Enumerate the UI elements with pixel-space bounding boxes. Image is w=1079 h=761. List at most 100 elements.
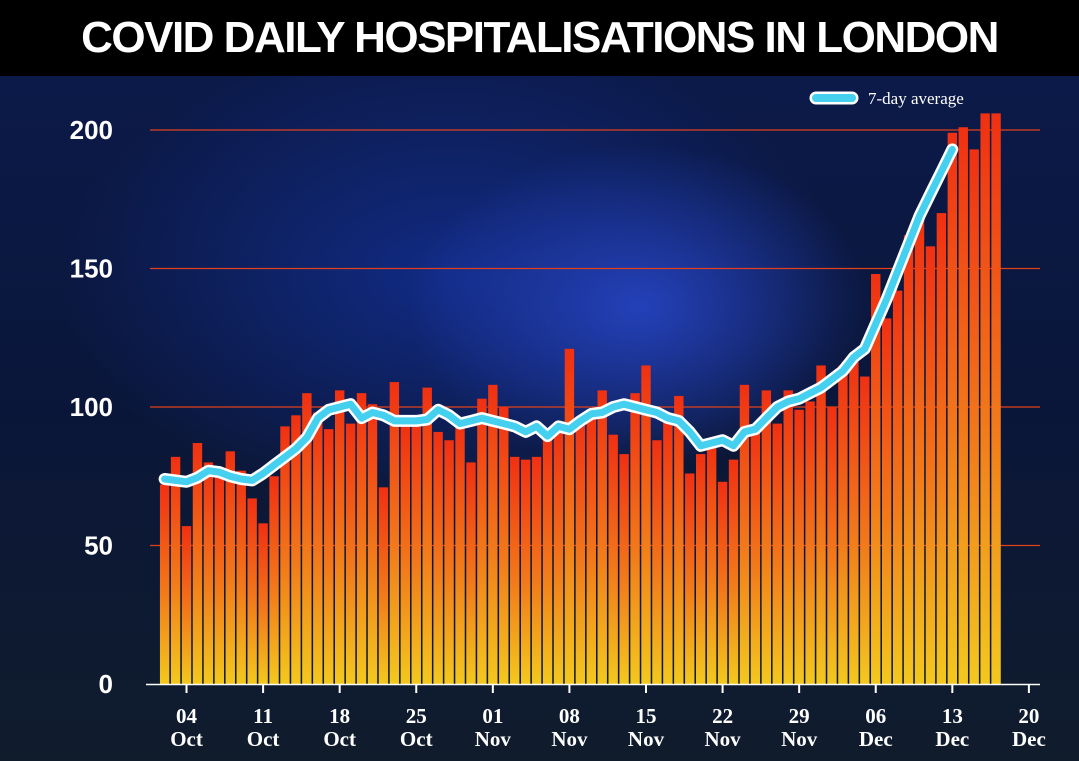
x-tick-month-18-Oct: Oct [323, 727, 356, 751]
x-tick-day-11-Oct: 11 [253, 704, 273, 728]
bar-40 [586, 412, 596, 684]
bar-25 [422, 387, 432, 684]
bar-50 [696, 454, 706, 684]
bar-55 [750, 426, 761, 684]
x-tick-day-20-Dec: 20 [1018, 704, 1039, 728]
bar-3 [181, 526, 192, 684]
x-tick-month-25-Oct: Oct [400, 727, 433, 751]
bar-77 [991, 113, 1001, 684]
bar-13 [291, 415, 301, 684]
bar-20 [367, 404, 378, 684]
bar-35 [531, 456, 542, 684]
bar-56 [761, 390, 772, 684]
bar-54 [739, 384, 750, 684]
bar-31 [488, 384, 498, 684]
bar-34 [520, 459, 531, 684]
bar-41 [597, 390, 607, 684]
bar-71 [925, 246, 936, 684]
y-tick-label-100: 100 [70, 392, 113, 422]
x-tick-month-22-Nov: Nov [704, 727, 741, 751]
y-axis-ticks: 0 50 100 150 200 [70, 115, 113, 699]
bar-11 [269, 476, 279, 684]
bar-26 [433, 431, 443, 684]
y-tick-label-50: 50 [84, 531, 113, 561]
bar-62 [827, 407, 837, 684]
x-tick-day-04-Oct: 04 [176, 704, 198, 728]
bar-19 [356, 393, 367, 684]
bar-51 [706, 443, 717, 684]
x-tick-month-29-Nov: Nov [781, 727, 818, 751]
bar-75 [969, 149, 979, 684]
bar-16 [324, 429, 334, 684]
bar-52 [717, 481, 728, 684]
bar-14 [302, 393, 312, 684]
bar-73 [947, 132, 958, 684]
bar-76 [980, 113, 990, 684]
y-tick-label-0: 0 [99, 669, 113, 699]
bar-44 [630, 393, 640, 684]
x-tick-month-06-Dec: Dec [859, 727, 893, 751]
x-tick-day-18-Oct: 18 [329, 704, 350, 728]
x-axis-ticks: 04Oct11Oct18Oct25Oct01Nov08Nov15Nov22Nov… [170, 684, 1046, 751]
bar-74 [958, 127, 968, 685]
x-tick-month-08-Nov: Nov [551, 727, 588, 751]
bar-32 [499, 407, 509, 684]
bar-2 [170, 456, 181, 684]
bar-39 [575, 418, 586, 684]
bar-58 [783, 390, 793, 684]
bar-24 [411, 420, 421, 684]
bar-57 [772, 423, 782, 684]
bar-1 [159, 484, 170, 684]
x-tick-day-01-Nov: 01 [482, 704, 503, 728]
bar-45 [641, 365, 651, 684]
seven-day-average-line [158, 143, 959, 488]
bar-46 [652, 440, 662, 684]
x-tick-month-04-Oct: Oct [170, 727, 203, 751]
bar-68 [892, 290, 903, 684]
x-tick-month-13-Dec: Dec [935, 727, 969, 751]
bar-69 [903, 235, 914, 684]
bar-4 [192, 443, 203, 684]
bar-37 [553, 429, 564, 684]
title-bar: COVID DAILY HOSPITALISATIONS IN LONDON [0, 0, 1079, 76]
bar-36 [542, 434, 553, 684]
bar-5 [203, 462, 214, 684]
average-line [161, 145, 956, 486]
x-tick-day-06-Dec: 06 [865, 704, 886, 728]
bar-72 [936, 213, 947, 684]
x-tick-month-11-Oct: Oct [247, 727, 280, 751]
bar-7 [225, 451, 235, 684]
y-tick-label-200: 200 [70, 115, 113, 145]
bar-38 [564, 348, 575, 684]
bar-23 [400, 426, 411, 684]
bars [146, 113, 1040, 686]
legend-label: 7-day average [868, 89, 964, 108]
bar-63 [838, 365, 848, 684]
bar-61 [816, 365, 826, 684]
bar-6 [214, 476, 225, 684]
bar-64 [849, 357, 859, 684]
bar-43 [619, 454, 629, 684]
x-tick-month-15-Nov: Nov [628, 727, 665, 751]
bar-21 [378, 487, 389, 684]
x-tick-month-20-Dec: Dec [1012, 727, 1046, 751]
bar-17 [334, 390, 345, 684]
bar-12 [280, 426, 290, 684]
x-tick-day-29-Nov: 29 [789, 704, 810, 728]
bar-8 [236, 470, 246, 684]
x-tick-day-13-Dec: 13 [942, 704, 963, 728]
legend: 7-day average [809, 89, 964, 108]
bar-33 [510, 456, 520, 684]
bar-10 [258, 523, 268, 684]
x-tick-day-25-Oct: 25 [406, 704, 427, 728]
bar-30 [477, 398, 487, 684]
bar-49 [685, 473, 695, 684]
bar-59 [794, 409, 804, 684]
bar-18 [345, 423, 356, 684]
bar-27 [444, 440, 454, 684]
bar-60 [805, 401, 815, 684]
bar-22 [389, 382, 400, 684]
bar-28 [455, 423, 465, 684]
x-tick-day-08-Nov: 08 [559, 704, 580, 728]
